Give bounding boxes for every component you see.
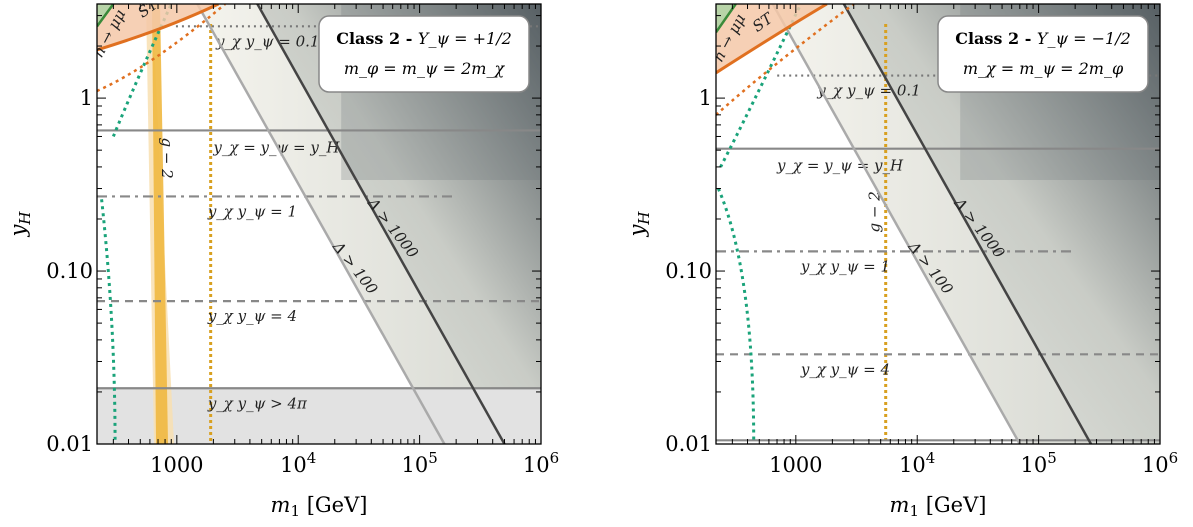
x-tick-exp: 6 — [1169, 449, 1179, 467]
info-box-title: Class 2 - Y_ψ = −1/2 — [955, 29, 1131, 48]
info-box-class: Class 2 - — [955, 29, 1037, 48]
x-tick-label: 106 — [1142, 449, 1178, 477]
y-tick-label: 0.10 — [665, 259, 712, 283]
x-axis-sub: 1 — [290, 502, 300, 520]
y-axis-var: y — [6, 223, 30, 237]
delta-1000-shaded-region — [843, 4, 1160, 444]
y-tick-label: 0.01 — [46, 432, 93, 456]
info-box — [318, 15, 530, 93]
x-axis-var: m — [271, 493, 291, 517]
hline-label-0: y_χ = y_ψ = y_H — [212, 138, 340, 156]
y-axis-sub: H — [635, 211, 653, 226]
x-tick-label: 105 — [401, 449, 437, 477]
x-tick-label: 106 — [523, 449, 559, 477]
left-panel: g − 2 y_χ = y_ψ = y_H y_χ y_ψ = 1 y_χ y_ψ =… — [6, 3, 559, 520]
delta-line-1 — [255, 4, 506, 444]
delta-line-1 — [842, 4, 1093, 444]
x-axis-var: m — [890, 493, 910, 517]
x-tick-base: 10 — [1020, 453, 1047, 477]
x-axis-sub: 1 — [909, 502, 919, 520]
st-boundary — [716, 4, 828, 75]
hline-label-1: y_χ y_ψ = 1 — [800, 257, 890, 275]
x-tick-base: 10 — [1142, 453, 1169, 477]
info-box — [937, 15, 1149, 93]
x-tick-label: 1000 — [769, 453, 822, 477]
hline-label-1: y_χ y_ψ = 1 — [207, 202, 297, 220]
x-tick-label: 1000 — [150, 453, 203, 477]
orange-dotted-curve — [97, 4, 226, 93]
y-tick-label: 0.10 — [46, 259, 93, 283]
y-axis-label: yH — [625, 211, 653, 238]
orange-dotted-curve — [716, 4, 855, 116]
hline-label-0: y_χ = y_ψ = y_H — [776, 157, 904, 175]
y-axis-label: yH — [6, 211, 34, 238]
delta-100-shaded-band — [772, 4, 1091, 444]
x-tick-exp: 6 — [550, 449, 560, 467]
right-panel: g − 2 y_χ = y_ψ = y_H y_χ y_ψ = 1 y_χ y_ψ =… — [625, 3, 1178, 520]
g2-band-label: g − 2 — [158, 137, 176, 178]
x-axis-label: m1 [GeV] — [271, 493, 368, 520]
x-tick-base: 10 — [280, 453, 307, 477]
hline-label-4: y_χ y_ψ = 0.1 — [215, 32, 320, 50]
green-dotted-curve-upper — [719, 4, 803, 168]
info-box-hypercharge: Y_ψ = −1/2 — [1037, 29, 1131, 48]
x-tick-exp: 5 — [428, 449, 438, 467]
x-tick-base: 10 — [401, 453, 428, 477]
x-tick-exp: 4 — [926, 449, 936, 467]
st-region — [716, 4, 827, 73]
y-axis-sub: H — [16, 211, 34, 226]
x-tick-label: 104 — [280, 449, 316, 477]
g2-band-inner — [152, 4, 169, 444]
hmumu-boundary — [97, 4, 115, 28]
hline-label-2: y_χ y_ψ = 4 — [800, 360, 890, 378]
hline-label-4: y_χ y_ψ = 0.1 — [816, 82, 921, 100]
x-tick-label: 105 — [1020, 449, 1056, 477]
x-axis-unit: [GeV] — [919, 493, 986, 517]
hline-label-3: y_χ y_ψ > 4π — [207, 394, 308, 412]
g2-dotted-label: g − 2 — [866, 191, 884, 232]
info-box-hypercharge: Y_ψ = +1/2 — [418, 29, 512, 48]
y-tick-label: 0.01 — [665, 432, 712, 456]
delta-line-0 — [771, 4, 1022, 444]
x-tick-base: 10 — [899, 453, 926, 477]
y-tick-label: 1 — [699, 86, 712, 110]
plot-frame — [96, 3, 542, 445]
delta-1000-shaded-region — [257, 4, 541, 444]
info-box-class: Class 2 - — [336, 29, 418, 48]
hline-label-2: y_χ y_ψ = 4 — [207, 307, 297, 325]
info-box-relation: m_φ = m_ψ = 2m_χ — [344, 59, 506, 78]
x-axis-unit: [GeV] — [300, 493, 367, 517]
st-region — [97, 4, 219, 50]
x-tick-base: 10 — [523, 453, 550, 477]
delta-100-shaded-band — [197, 4, 505, 444]
info-box-relation: m_χ = m_ψ = 2m_φ — [963, 59, 1124, 78]
y-tick-label: 1 — [80, 86, 93, 110]
st-boundary — [97, 4, 220, 52]
green-dotted-curve-upper — [111, 4, 173, 138]
x-tick-exp: 4 — [307, 449, 317, 467]
x-tick-label: 104 — [899, 449, 935, 477]
x-axis-label: m1 [GeV] — [890, 493, 987, 520]
info-box-title: Class 2 - Y_ψ = +1/2 — [336, 29, 512, 48]
x-tick-exp: 5 — [1047, 449, 1057, 467]
y-axis-var: y — [625, 223, 649, 237]
delta-line-0 — [195, 4, 446, 444]
plot-area: g − 2 y_χ = y_ψ = y_H y_χ y_ψ = 1 y_χ y_ψ =… — [716, 4, 1160, 444]
plot-frame — [715, 3, 1161, 445]
